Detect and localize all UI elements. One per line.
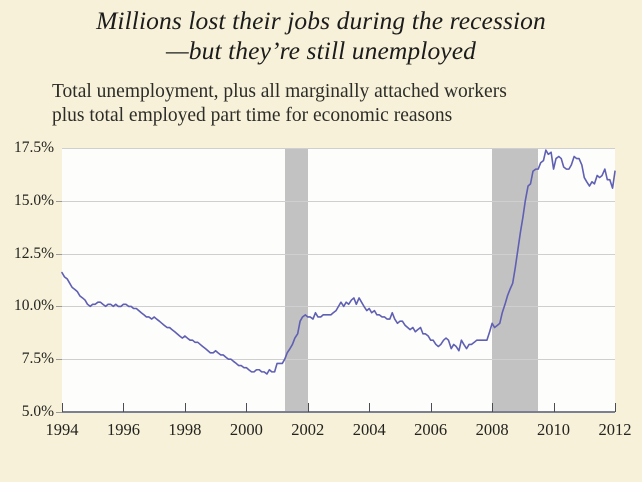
y-axis-tick: [56, 412, 62, 413]
x-axis-tick: [62, 403, 63, 412]
chart-subtitle: Total unemployment, plus all marginally …: [52, 80, 632, 128]
x-axis-tick: [615, 403, 616, 412]
gridline: [62, 253, 615, 255]
x-axis-tick: [184, 403, 186, 412]
x-axis-tick-label: 2010: [537, 420, 571, 439]
y-axis-tick-label: 17.5%: [13, 139, 54, 156]
x-axis-tick: [553, 403, 555, 412]
x-axis-tick: [307, 403, 309, 412]
y-axis-tick-label: 12.5%: [13, 244, 54, 262]
x-axis-tick: [246, 403, 248, 412]
x-axis-tick: [369, 403, 371, 412]
y-axis-tick: [56, 200, 62, 202]
gridline: [62, 148, 615, 149]
y-axis-tick-label: 10.0%: [13, 297, 54, 315]
y-axis-tick: [56, 306, 62, 308]
recession-band: [284, 148, 308, 412]
chart-subtitle-line-1: Total unemployment, plus all marginally …: [52, 81, 507, 102]
chart-title-line-1: Millions lost their jobs during the rece…: [96, 6, 546, 35]
chart-title: Millions lost their jobs during the rece…: [0, 6, 642, 66]
x-axis-tick-label: 1994: [45, 420, 79, 439]
x-axis-tick-label: 2008: [475, 420, 509, 439]
y-axis-tick-label: 15.0%: [13, 191, 54, 209]
x-axis-tick-label: 1996: [106, 420, 140, 439]
y-axis-tick: [56, 253, 62, 255]
x-axis-tick-label: 1998: [168, 420, 202, 439]
plot-area: [61, 148, 616, 413]
x-axis-tick-label: 2000: [229, 420, 263, 439]
chart-title-line-2: —but they’re still unemployed: [165, 36, 476, 65]
x-axis-tick-label: 2004: [352, 420, 386, 439]
x-axis-tick-label: 2012: [598, 420, 632, 439]
x-axis-tick: [123, 403, 125, 412]
x-axis-tick-label: 2002: [291, 420, 325, 439]
recession-band: [492, 148, 539, 412]
chart-subtitle-line-2: plus total employed part time for econom…: [52, 105, 453, 126]
y-axis-tick-label: 5.0%: [21, 403, 54, 420]
y-axis-tick: [56, 359, 62, 361]
x-axis-line: [62, 411, 615, 413]
y-axis-tick-label: 7.5%: [21, 350, 54, 368]
unemployment-line: [61, 149, 616, 375]
series-line-layer: [61, 149, 616, 375]
gridline: [62, 200, 615, 202]
x-axis-tick: [430, 403, 432, 412]
x-axis-tick: [492, 403, 494, 412]
gridline: [62, 359, 615, 361]
x-axis-tick-label: 2006: [414, 420, 448, 439]
